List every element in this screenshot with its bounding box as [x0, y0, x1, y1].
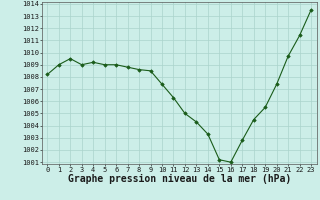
- X-axis label: Graphe pression niveau de la mer (hPa): Graphe pression niveau de la mer (hPa): [68, 174, 291, 184]
